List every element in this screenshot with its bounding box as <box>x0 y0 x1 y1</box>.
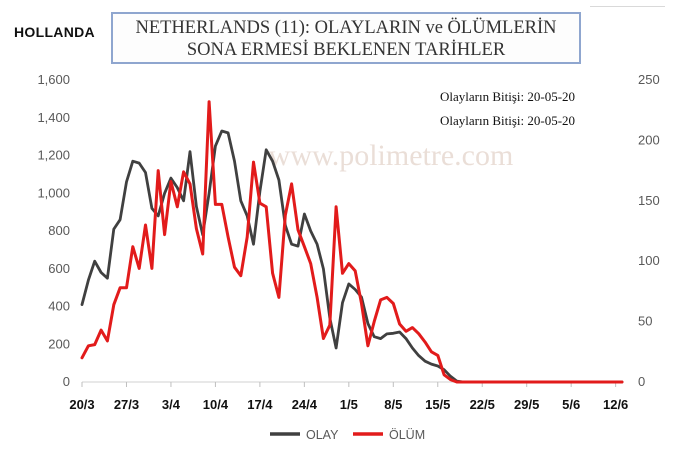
x-tick-label: 27/3 <box>114 397 139 412</box>
x-tick-label: 5/6 <box>562 397 580 412</box>
y-left-tick-label: 0 <box>63 374 70 389</box>
x-tick-label: 17/4 <box>247 397 273 412</box>
y-left-tick-label: 1,600 <box>37 72 70 87</box>
y-right-tick-label: 200 <box>638 132 660 147</box>
chart-title-line-1: NETHERLANDS (11): OLAYLARIN ve ÖLÜMLERİN <box>135 18 557 38</box>
y-right-tick-label: 50 <box>638 314 652 329</box>
x-tick-label: 8/5 <box>384 397 402 412</box>
country-label: HOLLANDA <box>14 24 95 40</box>
y-right-tick-label: 250 <box>638 72 660 87</box>
y-left-tick-label: 1,200 <box>37 148 70 163</box>
legend-label: ÖLÜM <box>389 428 425 442</box>
y-right-tick-label: 150 <box>638 193 660 208</box>
y-left-tick-label: 1,000 <box>37 185 70 200</box>
x-tick-label: 29/5 <box>514 397 539 412</box>
y-left-tick-label: 800 <box>48 223 70 238</box>
y-left-tick-label: 1,400 <box>37 110 70 125</box>
x-tick-label: 24/4 <box>292 397 318 412</box>
watermark-text: www.polimetre.com <box>269 139 514 172</box>
y-left-tick-label: 600 <box>48 261 70 276</box>
x-tick-label: 12/6 <box>603 397 628 412</box>
x-tick-label: 1/5 <box>340 397 358 412</box>
y-left-tick-label: 400 <box>48 299 70 314</box>
chart-title-box: NETHERLANDS (11): OLAYLARIN ve ÖLÜMLERİN… <box>111 12 581 64</box>
x-tick-label: 20/3 <box>69 397 94 412</box>
x-tick-label: 22/5 <box>470 397 495 412</box>
x-tick-label: 3/4 <box>162 397 181 412</box>
divider <box>590 6 665 7</box>
legend-label: OLAY <box>306 428 339 442</box>
y-right-tick-label: 100 <box>638 253 660 268</box>
y-left-tick-label: 200 <box>48 336 70 351</box>
chart-title-line-2: SONA ERMESİ BEKLENEN TARİHLER <box>186 40 506 60</box>
series-line-olum <box>80 100 624 384</box>
annotation-2: Olayların Bitişi: 20-05-20 <box>440 113 575 128</box>
x-tick-label: 15/5 <box>425 397 450 412</box>
x-tick-label: 10/4 <box>203 397 229 412</box>
annotation-1: Olayların Bitişi: 20-05-20 <box>440 89 575 104</box>
y-right-tick-label: 0 <box>638 374 645 389</box>
